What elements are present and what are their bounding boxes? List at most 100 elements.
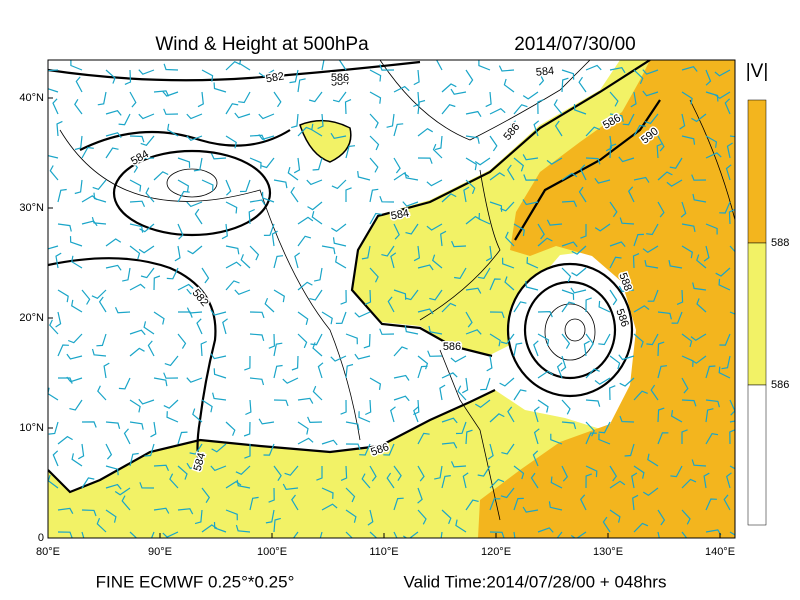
wind-barb — [579, 164, 587, 181]
wind-barb — [71, 299, 83, 313]
wind-barb — [585, 399, 601, 407]
wind-barb — [681, 399, 697, 407]
wind-barb — [619, 217, 635, 225]
wind-barb — [513, 531, 516, 538]
wind-barb — [633, 69, 644, 85]
wind-barb — [561, 200, 578, 207]
wind-barb — [244, 355, 251, 371]
wind-barb — [532, 450, 539, 467]
wind-barb — [258, 113, 275, 120]
wind-barb — [313, 267, 323, 282]
wind-barb — [52, 450, 59, 467]
wind-barb — [129, 179, 142, 192]
wind-barb — [726, 472, 732, 489]
wind-barb — [474, 399, 491, 409]
wind-barb — [669, 157, 683, 169]
wind-barb — [177, 465, 188, 480]
wind-barb — [71, 255, 83, 269]
wind-barb — [249, 377, 265, 386]
contour-label: 586 — [443, 341, 461, 353]
wind-barb — [138, 113, 155, 120]
wind-barb — [369, 69, 382, 82]
wind-barb — [345, 145, 356, 159]
wind-barb — [212, 392, 227, 401]
wind-barb — [561, 69, 575, 80]
wind-barb — [48, 88, 59, 93]
wind-barb — [249, 157, 262, 169]
wind-barb — [533, 120, 540, 137]
wind-barb — [513, 104, 528, 115]
wind-barb — [489, 311, 505, 319]
wind-barb — [417, 308, 434, 315]
wind-barb — [729, 245, 735, 261]
wind-barb — [210, 353, 227, 360]
wind-barb — [338, 60, 347, 71]
wind-barb — [622, 113, 635, 126]
wind-barb — [335, 311, 347, 324]
wind-barb — [681, 333, 693, 348]
wind-barb — [585, 432, 597, 445]
wind-barb — [439, 384, 446, 401]
wind-barb — [105, 238, 122, 247]
wind-barb — [225, 201, 238, 214]
wind-barb — [213, 368, 227, 379]
wind-barb — [451, 240, 467, 248]
wind-barb — [187, 245, 203, 255]
wind-barb — [321, 245, 336, 255]
wind-barb — [455, 519, 467, 533]
wind-barb — [81, 531, 85, 538]
wind-barb — [291, 113, 299, 129]
wind-barb — [432, 143, 443, 159]
wind-barb — [317, 362, 324, 379]
wind-barb — [647, 453, 659, 467]
wind-barb — [309, 289, 323, 301]
wind-barb — [225, 135, 237, 149]
wind-barb — [201, 267, 210, 284]
wind-barb — [474, 157, 491, 166]
wind-barb — [681, 377, 689, 394]
wind-barb — [691, 174, 707, 181]
wind-barb — [571, 267, 587, 277]
wind-barb — [533, 406, 540, 423]
wind-barb — [331, 223, 347, 233]
wind-barb — [358, 411, 371, 423]
wind-barb — [81, 509, 97, 517]
wind-barb — [129, 531, 138, 538]
wind-barb — [78, 443, 85, 460]
wind-barb — [729, 420, 735, 423]
wind-barb — [426, 223, 443, 231]
wind-barb — [307, 201, 323, 211]
wind-barb — [721, 355, 731, 370]
wind-barb — [633, 522, 649, 533]
wind-barb — [714, 91, 731, 100]
wind-barb — [234, 289, 251, 296]
wind-barb — [129, 135, 145, 143]
wind-barb — [340, 465, 348, 481]
wind-barb — [118, 113, 131, 126]
wind-barb — [114, 487, 131, 496]
wind-barb — [129, 283, 146, 291]
wind-barb — [609, 509, 621, 523]
wind-barb — [402, 201, 419, 207]
wind-barb — [177, 190, 190, 203]
wind-barb — [210, 309, 227, 316]
wind-barb — [657, 201, 665, 218]
wind-barb — [522, 199, 539, 206]
wind-barb — [485, 245, 493, 262]
wind-barb — [354, 311, 371, 318]
wind-barb — [273, 289, 285, 303]
wind-barb — [477, 465, 491, 477]
wind-barb — [633, 124, 646, 137]
wind-barb — [724, 98, 731, 115]
wind-barb — [726, 142, 733, 159]
contour-label: 582 — [265, 70, 285, 85]
wind-barb — [633, 390, 648, 401]
colorbar-label: 586 — [771, 379, 789, 391]
wind-barb — [153, 275, 161, 291]
wind-barb — [465, 311, 473, 328]
wind-barb — [729, 531, 735, 536]
wind-barb — [98, 296, 107, 313]
wind-barb — [81, 146, 94, 159]
wind-barb — [273, 465, 282, 482]
wind-barb — [243, 421, 251, 437]
